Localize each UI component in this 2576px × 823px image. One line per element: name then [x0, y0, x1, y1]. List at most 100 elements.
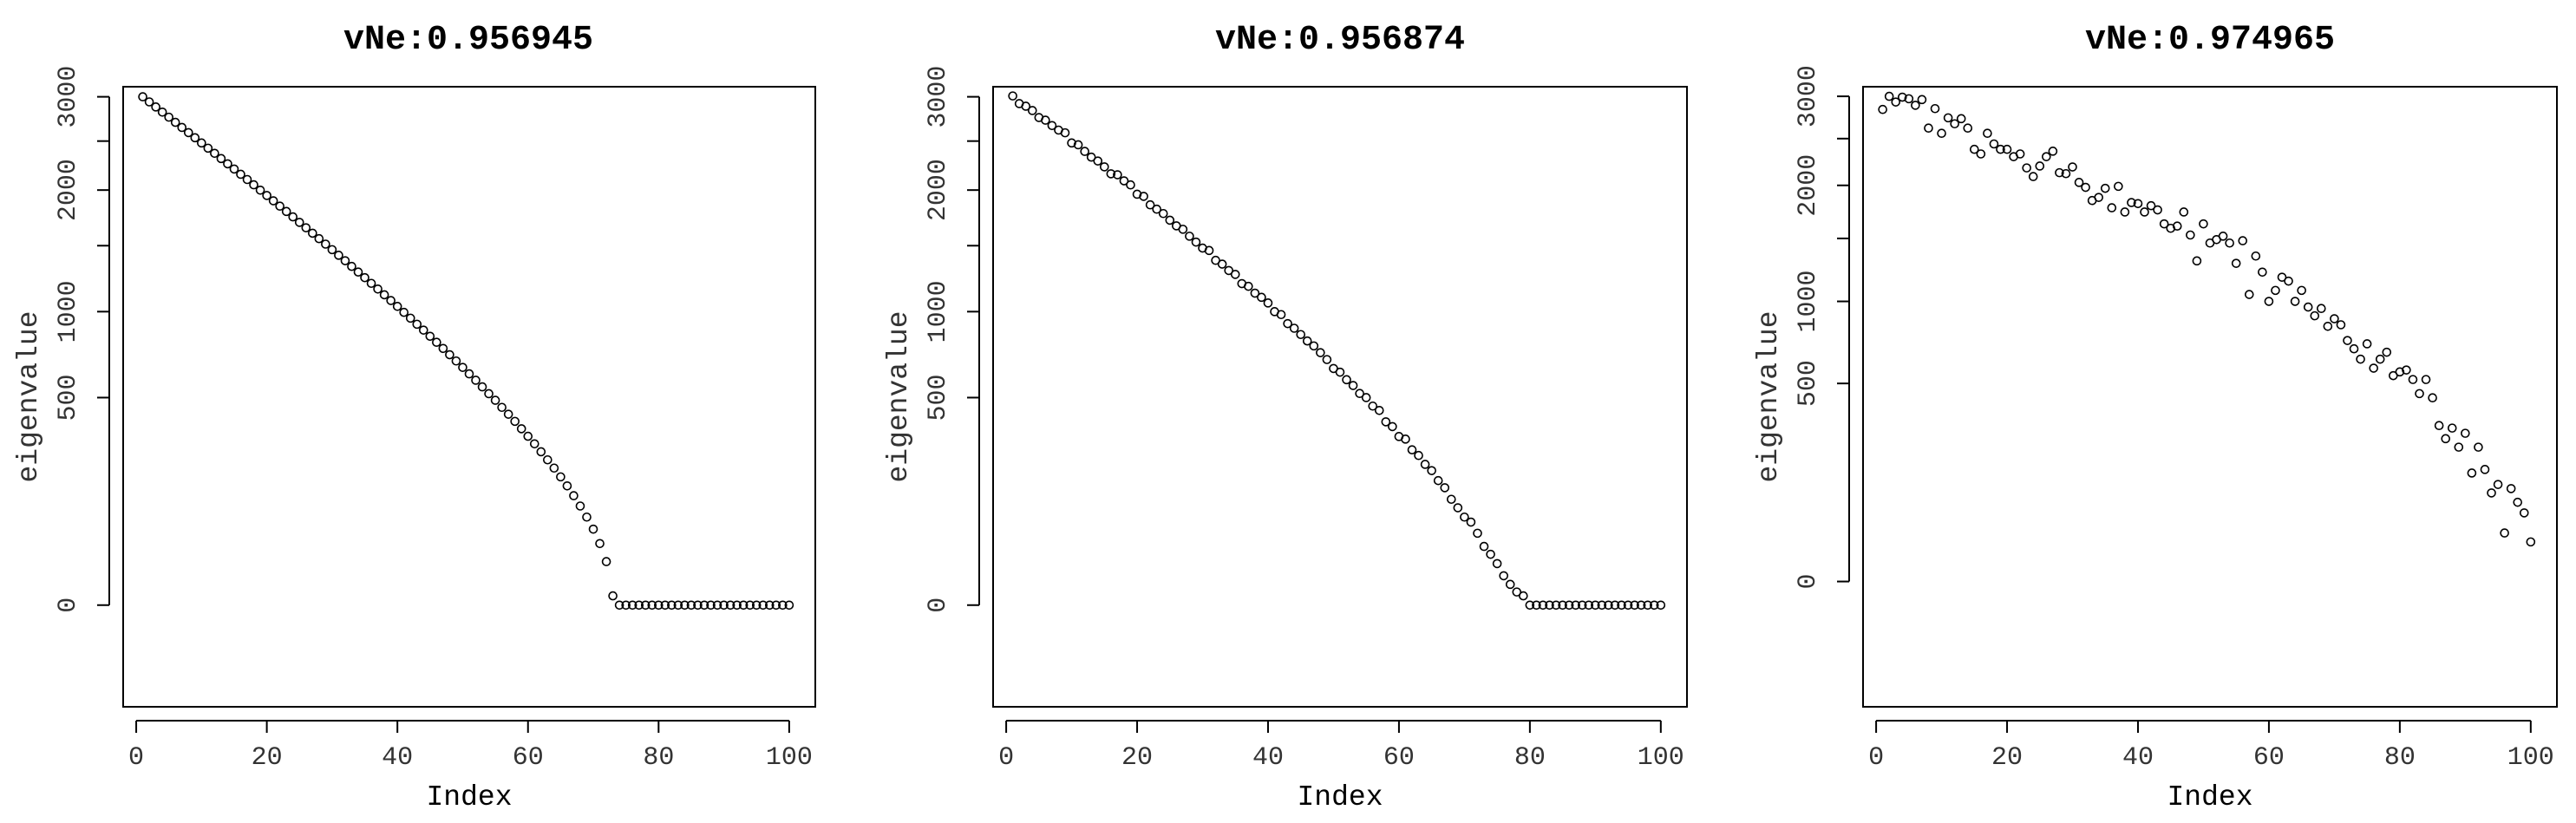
data-point [1584, 600, 1594, 611]
chart-title: vNe:0.974965 [2085, 21, 2335, 60]
data-point [614, 600, 624, 611]
data-point [1204, 245, 1214, 256]
data-point [281, 206, 291, 217]
data-point [497, 402, 507, 413]
data-point [1230, 270, 1240, 279]
data-point [1976, 149, 1986, 159]
data-point [2526, 537, 2536, 547]
data-point [2179, 207, 2189, 217]
data-point [2172, 221, 2182, 231]
data-point [699, 600, 709, 611]
data-point [2349, 343, 2359, 354]
data-point [1440, 483, 1450, 493]
data-point [2094, 193, 2103, 202]
data-point [1950, 119, 1959, 129]
data-point [2441, 434, 2450, 444]
data-point [1093, 156, 1103, 166]
data-point [1316, 348, 1325, 357]
data-point [373, 284, 382, 294]
x-tick-label: 40 [1252, 743, 1284, 773]
data-point [438, 343, 448, 354]
x-axis-label: Index [426, 781, 512, 813]
data-point [1911, 101, 1920, 110]
data-point [2474, 442, 2483, 452]
data-point [2323, 321, 2333, 331]
data-point [1643, 600, 1653, 611]
x-tick-label: 100 [1638, 743, 1684, 773]
data-point [405, 313, 415, 323]
data-point [2500, 528, 2509, 538]
x-tick-label: 0 [1868, 743, 1884, 773]
data-point [660, 600, 670, 611]
data-point [353, 267, 363, 277]
data-point [1113, 170, 1122, 180]
data-point [1041, 115, 1050, 125]
data-point [445, 349, 454, 360]
data-point [1963, 123, 1973, 134]
data-point [1388, 421, 1397, 432]
data-point [1008, 91, 1017, 101]
data-point [2244, 290, 2254, 299]
data-point [1617, 600, 1626, 611]
x-tick-label: 100 [2507, 743, 2554, 773]
data-point [275, 201, 284, 212]
data-point [1983, 128, 1992, 139]
chart-title: vNe:0.956874 [1215, 21, 1465, 60]
x-tick-label: 0 [998, 743, 1014, 773]
data-point [1250, 288, 1260, 298]
y-tick-label: 1000 [1794, 271, 1823, 333]
data-point [640, 600, 651, 611]
data-point [1891, 97, 1901, 107]
y-tick-label: 3000 [54, 66, 83, 128]
data-point [340, 256, 350, 265]
data-point [543, 454, 552, 465]
data-point [1924, 123, 1933, 134]
data-point [751, 600, 762, 611]
data-point [1217, 259, 1227, 269]
data-point [1904, 94, 1914, 104]
data-point [138, 92, 147, 101]
data-point [1917, 95, 1927, 105]
data-point [2107, 203, 2117, 212]
y-tick-label: 2000 [924, 159, 953, 221]
data-point [1302, 336, 1312, 346]
data-point [2238, 236, 2248, 245]
data-point [1878, 104, 1887, 114]
data-point [2317, 304, 2326, 314]
x-tick-label: 60 [513, 743, 544, 773]
data-point [693, 600, 703, 611]
data-point [412, 319, 422, 330]
data-point [2375, 354, 2385, 364]
data-point [1532, 600, 1541, 611]
y-tick-label: 3000 [924, 66, 953, 128]
data-point [392, 302, 402, 311]
data-point [1538, 600, 1548, 611]
data-point [575, 501, 585, 511]
data-point [1930, 103, 1940, 114]
x-tick-label: 80 [643, 743, 674, 773]
y-tick-label: 500 [924, 374, 953, 421]
data-point [451, 356, 461, 366]
data-point [1564, 600, 1574, 611]
data-point [366, 278, 376, 289]
data-point [1970, 144, 1979, 154]
data-point [1361, 393, 1371, 402]
data-point [360, 272, 369, 283]
data-point [1519, 591, 1528, 601]
y-tick-label: 500 [1794, 360, 1823, 407]
data-point [2042, 152, 2051, 161]
data-point [738, 600, 749, 611]
data-point [686, 600, 696, 611]
data-point [2081, 182, 2090, 193]
data-point [2290, 297, 2300, 306]
x-tick-label: 60 [2253, 743, 2285, 773]
data-point [432, 337, 441, 347]
data-point [1996, 144, 2005, 154]
data-point [569, 491, 579, 500]
data-point [549, 463, 559, 474]
data-point [268, 196, 278, 206]
data-point [203, 143, 213, 153]
data-point [1401, 434, 1410, 444]
